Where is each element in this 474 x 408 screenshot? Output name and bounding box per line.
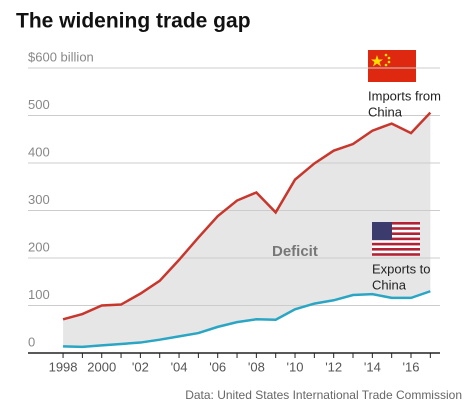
x-tick-label: '12 xyxy=(325,359,342,374)
y-tick-label: $600 billion xyxy=(28,49,94,64)
y-tick-label: 200 xyxy=(28,239,50,254)
deficit-label: Deficit xyxy=(272,243,318,260)
x-tick-label: '16 xyxy=(403,359,420,374)
china-flag xyxy=(368,50,416,82)
y-tick-label: 100 xyxy=(28,287,50,302)
legend-label: Imports from xyxy=(368,88,441,103)
chart-title: The widening trade gap xyxy=(16,10,251,33)
x-tick-label: '04 xyxy=(171,359,188,374)
legend-label: China xyxy=(368,104,403,119)
line xyxy=(63,290,431,349)
x-tick-label: '08 xyxy=(248,359,265,374)
y-tick-label: 400 xyxy=(28,144,50,159)
line xyxy=(62,111,432,321)
y-tick-label: 0 xyxy=(28,334,35,349)
legend-label: China xyxy=(372,277,407,292)
x-tick-label: '02 xyxy=(132,359,149,374)
legend-label: Exports to xyxy=(372,261,431,276)
y-tick-label: 300 xyxy=(28,192,50,207)
deficit-area xyxy=(63,112,431,347)
x-tick-label: 1998 xyxy=(49,359,78,374)
y-tick-label: 500 xyxy=(28,97,50,112)
x-tick-label: '10 xyxy=(287,359,304,374)
x-tick-label: '06 xyxy=(209,359,226,374)
source: Data: United States International Trade … xyxy=(185,388,462,402)
x-tick-label: 2000 xyxy=(87,359,116,374)
us-flag xyxy=(372,222,420,256)
x-tick-label: '14 xyxy=(364,359,381,374)
